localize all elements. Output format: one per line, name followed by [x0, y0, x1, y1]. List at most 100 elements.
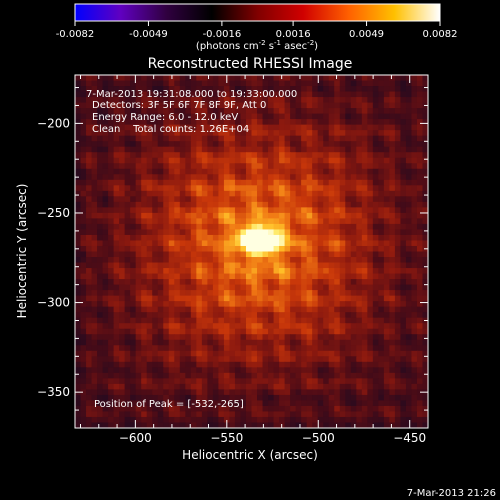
heatmap-cell — [124, 97, 131, 104]
heatmap-cell — [290, 251, 297, 258]
heatmap-cell — [273, 80, 280, 87]
heatmap-cell — [422, 273, 428, 280]
heatmap-cell — [190, 257, 197, 264]
heatmap-cell — [323, 86, 330, 93]
heatmap-cell — [312, 102, 319, 109]
heatmap-cell — [306, 405, 313, 413]
heatmap-cell — [174, 223, 181, 231]
heatmap-cell — [157, 334, 164, 341]
heatmap-cell — [196, 113, 203, 120]
heatmap-cell — [268, 262, 275, 269]
heatmap-cell — [262, 152, 269, 159]
heatmap-cell — [190, 119, 197, 126]
heatmap-cell — [251, 400, 258, 407]
heatmap-cell — [108, 75, 115, 82]
heatmap-cell — [146, 411, 153, 418]
heatmap-cell — [119, 196, 126, 203]
heatmap-cell — [190, 339, 197, 346]
heatmap-cell — [339, 168, 346, 175]
heatmap-cell — [422, 119, 428, 126]
heatmap-cell — [168, 301, 175, 308]
heatmap-cell — [212, 378, 220, 385]
heatmap-cell — [185, 119, 192, 126]
heatmap-cell — [168, 251, 175, 258]
heatmap-cell — [356, 394, 363, 402]
heatmap-cell — [394, 163, 402, 170]
heatmap-cell — [422, 97, 428, 104]
heatmap-cell — [163, 179, 170, 186]
heatmap-cell — [108, 185, 115, 192]
heatmap-cell — [141, 334, 148, 341]
heatmap-cell — [383, 119, 390, 126]
heatmap-cell — [130, 146, 137, 153]
heatmap-cell — [229, 91, 236, 98]
heatmap-cell — [257, 328, 264, 335]
heatmap-cell — [378, 356, 385, 363]
heatmap-cell — [422, 168, 428, 175]
heatmap-cell — [141, 306, 148, 313]
heatmap-cell — [257, 75, 264, 82]
heatmap-cell — [201, 290, 208, 297]
heatmap-cell — [201, 312, 208, 319]
heatmap-cell — [163, 185, 170, 192]
heatmap-cell — [262, 119, 269, 126]
heatmap-cell — [312, 97, 319, 104]
heatmap-cell — [284, 372, 291, 379]
heatmap-cell — [323, 157, 330, 164]
heatmap-cell — [229, 146, 236, 153]
heatmap-cell — [317, 389, 324, 396]
heatmap-cell — [356, 146, 363, 153]
heatmap-cell — [146, 207, 153, 214]
heatmap-cell — [190, 345, 197, 352]
heatmap-cell — [251, 257, 258, 264]
heatmap-cell — [257, 383, 264, 390]
heatmap-cell — [152, 378, 159, 385]
heatmap-cell — [400, 361, 407, 368]
heatmap-cell — [130, 361, 137, 368]
heatmap-cell — [135, 179, 142, 186]
heatmap-cell — [86, 168, 93, 175]
heatmap-cell — [339, 273, 346, 280]
heatmap-cell — [356, 135, 363, 142]
heatmap-cell — [97, 223, 104, 231]
heatmap-cell — [290, 284, 297, 291]
heatmap-cell — [240, 218, 247, 225]
heatmap-cell — [372, 416, 379, 424]
heatmap-cell — [218, 75, 225, 82]
heatmap-cell — [295, 179, 302, 186]
heatmap-cell — [174, 422, 181, 428]
heatmap-cell — [251, 279, 258, 286]
heatmap-cell — [312, 234, 319, 242]
heatmap-cell — [367, 301, 374, 308]
heatmap-cell — [185, 400, 192, 407]
heatmap-cell — [196, 394, 203, 402]
heatmap-cell — [328, 91, 335, 98]
heatmap-cell — [229, 141, 236, 148]
heatmap-cell — [168, 157, 175, 164]
heatmap-cell — [378, 306, 385, 313]
heatmap-cell — [328, 119, 335, 126]
heatmap-cell — [339, 174, 346, 181]
heatmap-cell — [179, 97, 186, 104]
heatmap-cell — [361, 345, 368, 352]
heatmap-cell — [174, 201, 181, 208]
heatmap-cell — [400, 174, 407, 181]
heatmap-cell — [378, 229, 385, 236]
heatmap-cell — [328, 146, 335, 153]
heatmap-cell — [411, 130, 418, 137]
heatmap-cell — [201, 163, 208, 170]
heatmap-cell — [157, 262, 164, 269]
heatmap-cell — [141, 422, 148, 428]
heatmap-cell — [218, 422, 225, 428]
heatmap-cell — [119, 168, 126, 175]
heatmap-cell — [168, 273, 175, 280]
heatmap-cell — [130, 212, 137, 220]
heatmap-cell — [339, 113, 346, 120]
heatmap-cell — [295, 223, 302, 231]
heatmap-cell — [394, 405, 402, 413]
heatmap-cell — [367, 201, 374, 208]
heatmap-cell — [312, 179, 319, 186]
heatmap-cell — [168, 212, 175, 220]
heatmap-cell — [157, 196, 164, 203]
heatmap-cell — [75, 334, 82, 341]
